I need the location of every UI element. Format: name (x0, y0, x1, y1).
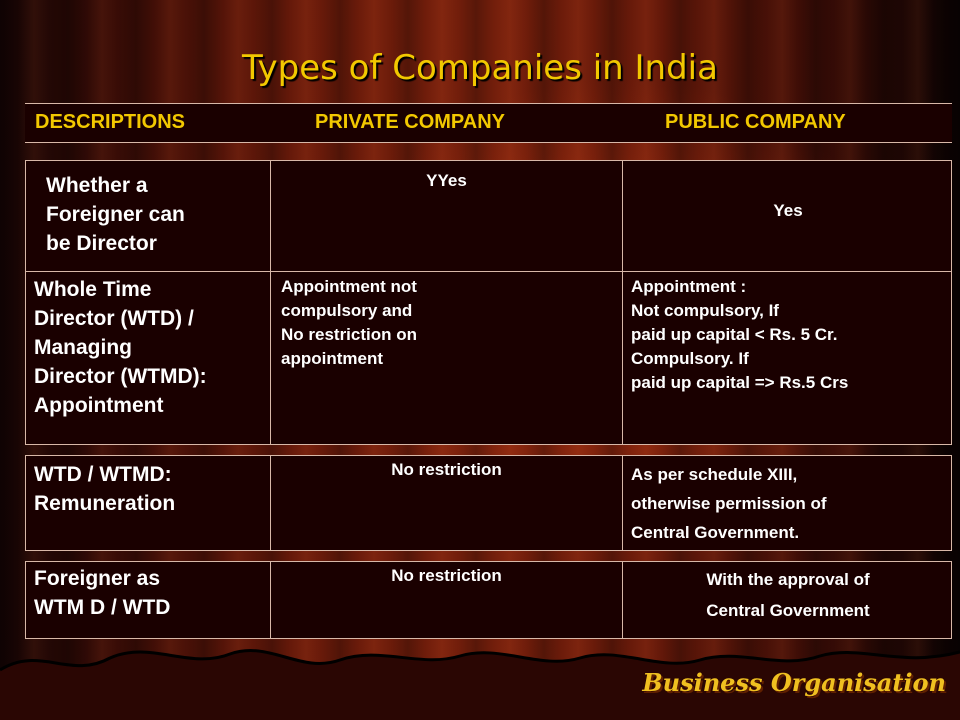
brand-logo-text: Business Organisation (642, 668, 946, 697)
row-remuneration-description: WTD / WTMD: Remuneration (34, 463, 176, 515)
header-descriptions: DESCRIPTIONS (35, 111, 186, 133)
row-remuneration-public: As per schedule XIII, otherwise permissi… (631, 465, 827, 542)
row-wtd-appointment-private: Appointment not compulsory and No restri… (281, 277, 418, 368)
row-foreigner-director-private: YYes (426, 171, 467, 190)
page-title: Types of Companies in India (242, 48, 718, 88)
header-private-company: PRIVATE COMPANY (315, 111, 506, 133)
row-foreigner-wtd-private: No restriction (391, 566, 502, 585)
table-header: DESCRIPTIONS PRIVATE COMPANY PUBLIC COMP… (25, 103, 952, 143)
row-remuneration-private: No restriction (391, 460, 502, 479)
row-foreigner-director-public: Yes (773, 201, 803, 220)
table-block-foreigner-wtd: Foreigner as WTM D / WTD No restriction … (25, 561, 952, 639)
table-block-remuneration: WTD / WTMD: Remuneration No restriction … (25, 455, 952, 551)
curtain-bottom-edge (0, 649, 960, 720)
row-wtd-appointment-description: Whole Time Director (WTD) / Managing Dir… (34, 278, 207, 417)
row-wtd-appointment-public: Appointment : Not compulsory, If paid up… (631, 277, 849, 392)
row-foreigner-director-description: Whether a Foreigner can be Director (46, 174, 185, 255)
row-foreigner-wtd-description: Foreigner as WTM D / WTD (34, 567, 171, 619)
table-block-directors: Whether a Foreigner can be Director YYes… (25, 160, 952, 445)
row-foreigner-wtd-public: With the approval of Central Government (706, 570, 870, 620)
header-public-company: PUBLIC COMPANY (665, 111, 846, 133)
